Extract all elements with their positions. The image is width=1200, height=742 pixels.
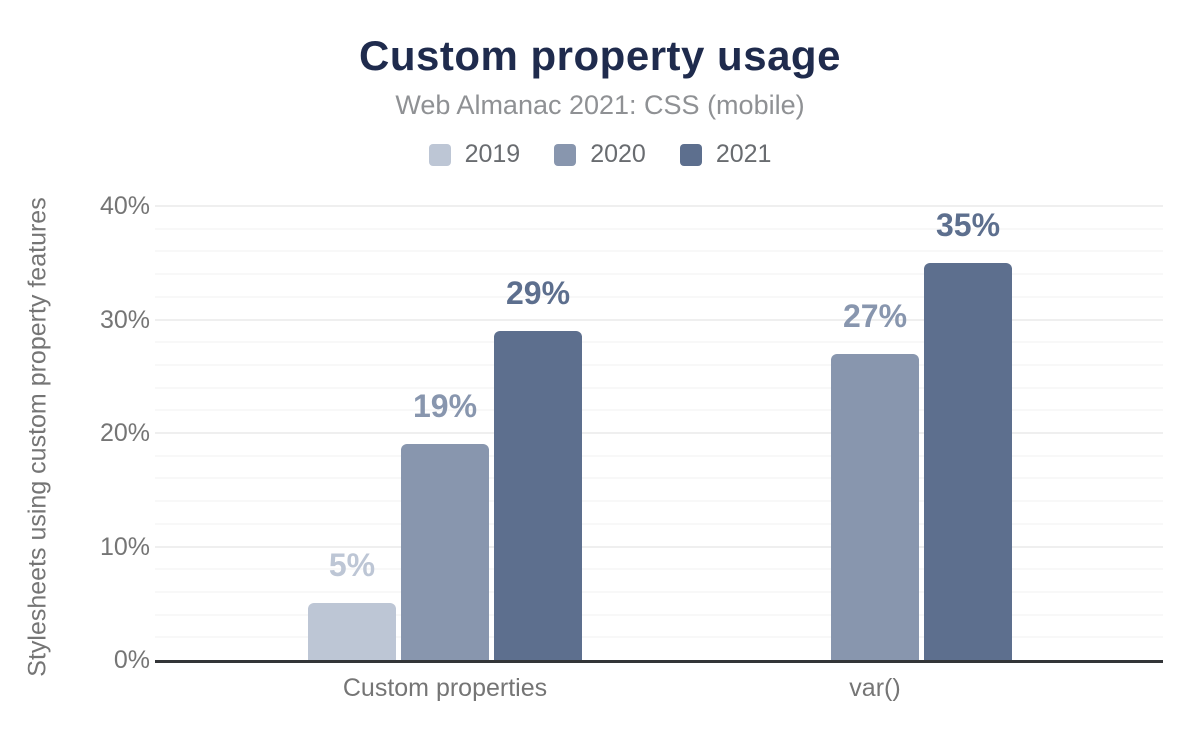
gridline-32 [155, 295, 1163, 298]
y-tick-label-20: 20% [99, 419, 150, 447]
y-tick-label-40: 40% [99, 192, 150, 220]
gridline-14 [155, 500, 1163, 503]
gridline-4 [155, 613, 1163, 616]
x-axis-line [155, 660, 1163, 663]
legend-swatch-2020 [554, 143, 577, 166]
gridline-20 [155, 432, 1163, 434]
legend-label-2020: 2020 [590, 140, 646, 168]
gridline-16 [155, 477, 1163, 480]
gridline-6 [155, 590, 1163, 593]
bar-2020-custom-properties[interactable] [401, 444, 489, 660]
bar-label-2021-custom-properties: 29% [505, 274, 571, 311]
gridline-26 [155, 363, 1163, 366]
bar-label-2021-var: 35% [935, 206, 1001, 243]
y-tick-label-10: 10% [99, 532, 150, 561]
bar-2021-var[interactable] [924, 262, 1012, 660]
gridline-12 [155, 522, 1163, 525]
bar-label-2019-custom-properties: 5% [328, 547, 376, 584]
legend-item-2020: 2020 [554, 140, 646, 169]
chart-subtitle: Web Almanac 2021: CSS (mobile) [395, 90, 805, 120]
legend-label-2021: 2021 [715, 140, 772, 168]
legend-item-2021: 2021 [679, 140, 772, 169]
x-axis-label-var: var() [849, 674, 901, 702]
legend: 2019 2020 2021 [0, 140, 1200, 169]
bar-2021-custom-properties[interactable] [494, 330, 582, 660]
y-tick-label-0: 0% [113, 646, 150, 674]
legend-swatch-2019 [428, 143, 451, 166]
gridline-2 [155, 636, 1163, 639]
bar-label-2020-custom-properties: 19% [412, 388, 478, 425]
gridline-38 [155, 227, 1163, 230]
gridline-28 [155, 341, 1163, 344]
legend-item-2019: 2019 [428, 140, 521, 169]
gridline-34 [155, 273, 1163, 276]
gridline-18 [155, 454, 1163, 457]
gridline-10 [155, 545, 1163, 548]
gridline-22 [155, 409, 1163, 412]
bar-2020-var[interactable] [831, 353, 919, 660]
chart-title: Custom property usage [359, 32, 841, 79]
y-tick-label-30: 30% [99, 305, 150, 334]
gridline-8 [155, 568, 1163, 571]
gridline-24 [155, 386, 1163, 389]
legend-label-2019: 2019 [464, 140, 521, 168]
gridline-36 [155, 250, 1163, 253]
bar-label-2020-var: 27% [842, 297, 908, 334]
bar-2019-custom-properties[interactable] [308, 603, 396, 660]
gridline-30 [155, 318, 1163, 321]
legend-swatch-2021 [679, 143, 702, 166]
gridline-40 [155, 205, 1163, 207]
x-axis-label-custom-properties: Custom properties [342, 674, 548, 702]
